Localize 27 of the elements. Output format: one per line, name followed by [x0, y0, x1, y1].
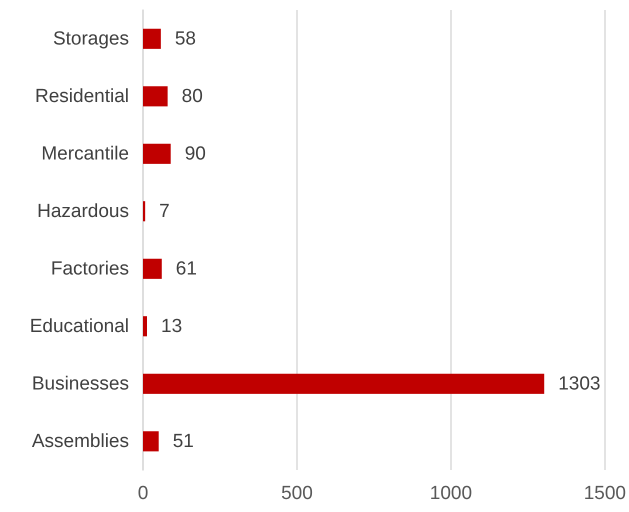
- x-tick-label: 500: [281, 483, 313, 504]
- bar: [143, 258, 162, 279]
- y-tick-label: Educational: [30, 316, 129, 337]
- y-tick-label: Assemblies: [32, 430, 129, 452]
- x-tick-label: 1000: [430, 483, 472, 504]
- y-tick-label: Factories: [50, 258, 129, 280]
- y-tick-label: Businesses: [32, 373, 129, 394]
- bar: [143, 28, 161, 49]
- x-tick-label: 1500: [584, 483, 626, 504]
- bar: [143, 431, 159, 452]
- y-tick-label: Residential: [35, 86, 129, 107]
- data-label: 61: [176, 258, 197, 280]
- data-label: 1303: [558, 373, 600, 394]
- y-tick-label: Storages: [52, 28, 129, 50]
- data-label: 51: [172, 430, 194, 452]
- data-label: 58: [174, 28, 196, 50]
- data-label: 7: [159, 200, 170, 222]
- bar: [143, 86, 168, 106]
- bar: [143, 144, 171, 164]
- y-tick-label: Mercantile: [41, 143, 129, 164]
- data-label: 90: [184, 143, 206, 164]
- data-label: 13: [161, 316, 182, 337]
- y-tick-label: Hazardous: [37, 200, 129, 222]
- x-tick-label: 0: [138, 483, 148, 504]
- data-label: 80: [182, 86, 203, 107]
- bar: [143, 374, 544, 394]
- bar: [143, 316, 148, 336]
